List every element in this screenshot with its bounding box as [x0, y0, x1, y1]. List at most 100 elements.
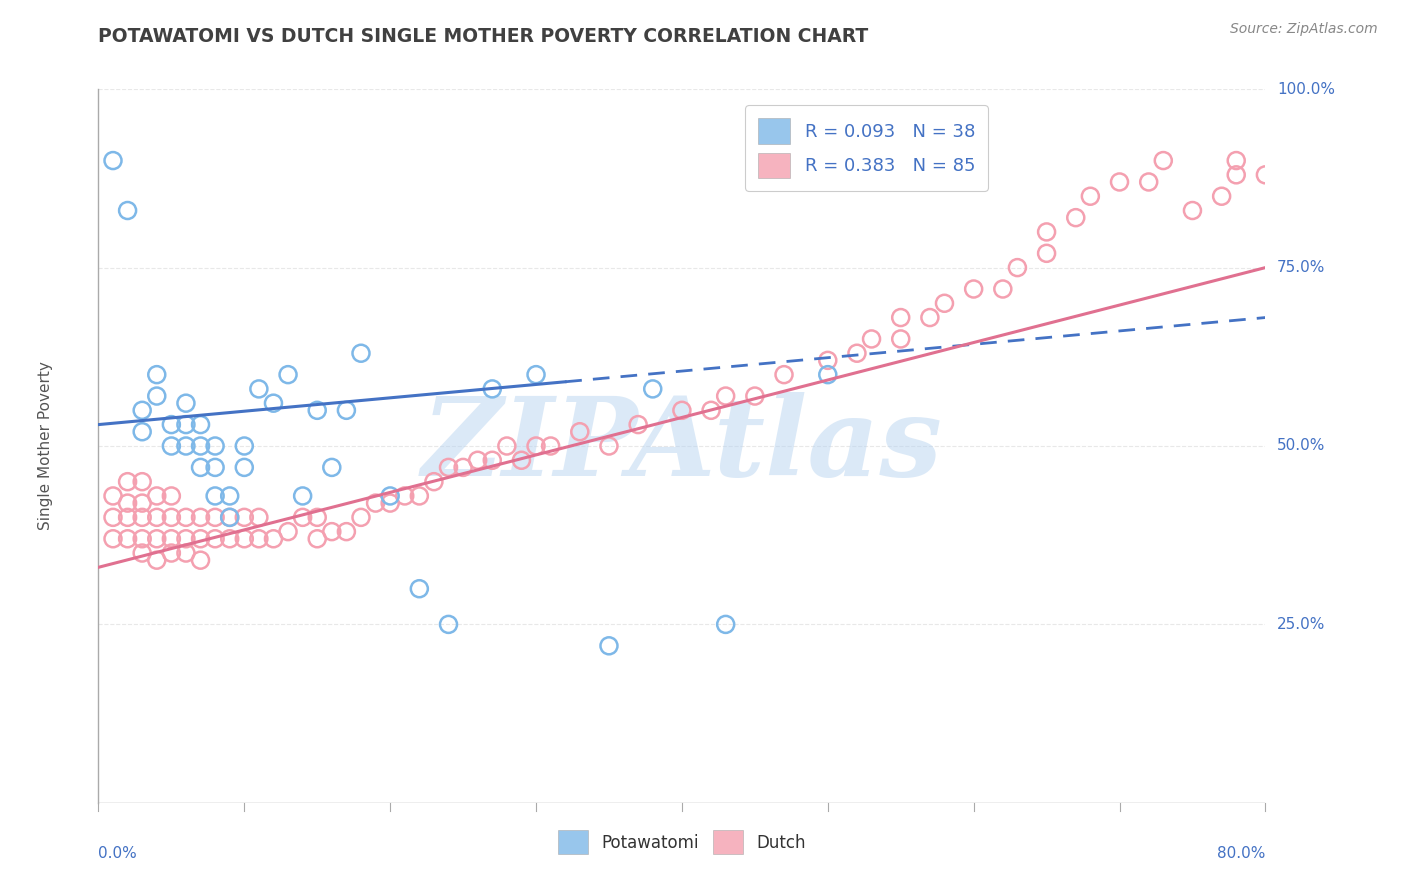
Point — [131, 510, 153, 524]
Text: Single Mother Poverty: Single Mother Poverty — [38, 361, 53, 531]
Point — [890, 332, 912, 346]
Point — [233, 460, 256, 475]
Point — [131, 532, 153, 546]
Point — [817, 353, 839, 368]
Point — [218, 510, 240, 524]
Text: 50.0%: 50.0% — [1277, 439, 1326, 453]
Point — [101, 153, 124, 168]
Text: 25.0%: 25.0% — [1277, 617, 1326, 632]
Point — [846, 346, 869, 360]
Point — [481, 453, 503, 467]
Point — [641, 382, 664, 396]
Point — [160, 439, 183, 453]
Point — [131, 496, 153, 510]
Point — [598, 439, 620, 453]
Point — [714, 389, 737, 403]
Point — [233, 510, 256, 524]
Point — [146, 389, 169, 403]
Point — [204, 439, 226, 453]
Point — [380, 496, 402, 510]
Point — [146, 489, 169, 503]
Point — [131, 403, 153, 417]
Point — [101, 489, 124, 503]
Point — [146, 510, 169, 524]
Point — [218, 532, 240, 546]
Text: POTAWATOMI VS DUTCH SINGLE MOTHER POVERTY CORRELATION CHART: POTAWATOMI VS DUTCH SINGLE MOTHER POVERT… — [98, 28, 869, 46]
Point — [277, 524, 299, 539]
Point — [218, 489, 240, 503]
Point — [160, 489, 183, 503]
Text: ZIPAtlas: ZIPAtlas — [422, 392, 942, 500]
Point — [117, 510, 139, 524]
Point — [481, 382, 503, 396]
Point — [394, 489, 416, 503]
Point — [190, 460, 212, 475]
Point — [1035, 246, 1057, 260]
Point — [380, 489, 402, 503]
Point — [1152, 153, 1174, 168]
Point — [437, 460, 460, 475]
Point — [204, 489, 226, 503]
Point — [773, 368, 796, 382]
Point — [321, 460, 343, 475]
Point — [174, 546, 197, 560]
Point — [335, 403, 357, 417]
Point — [204, 532, 226, 546]
Point — [364, 496, 387, 510]
Point — [160, 532, 183, 546]
Point — [1080, 189, 1102, 203]
Point — [190, 417, 212, 432]
Legend: Potawatomi, Dutch: Potawatomi, Dutch — [550, 822, 814, 863]
Point — [262, 396, 284, 410]
Point — [174, 417, 197, 432]
Point — [1064, 211, 1087, 225]
Point — [204, 460, 226, 475]
Point — [204, 510, 226, 524]
Point — [160, 510, 183, 524]
Point — [524, 439, 547, 453]
Point — [146, 532, 169, 546]
Point — [350, 346, 373, 360]
Point — [714, 617, 737, 632]
Point — [1181, 203, 1204, 218]
Point — [335, 524, 357, 539]
Point — [131, 546, 153, 560]
Point — [1007, 260, 1029, 275]
Point — [408, 582, 430, 596]
Point — [321, 524, 343, 539]
Point — [291, 489, 314, 503]
Point — [190, 510, 212, 524]
Point — [117, 475, 139, 489]
Point — [1137, 175, 1160, 189]
Point — [467, 453, 489, 467]
Text: 75.0%: 75.0% — [1277, 260, 1326, 275]
Point — [437, 617, 460, 632]
Point — [190, 439, 212, 453]
Point — [1035, 225, 1057, 239]
Point — [247, 532, 270, 546]
Point — [1225, 168, 1247, 182]
Point — [1254, 168, 1277, 182]
Point — [524, 368, 547, 382]
Point — [117, 203, 139, 218]
Point — [160, 546, 183, 560]
Point — [744, 389, 766, 403]
Point — [277, 368, 299, 382]
Point — [496, 439, 519, 453]
Point — [962, 282, 984, 296]
Point — [101, 532, 124, 546]
Text: 0.0%: 0.0% — [98, 846, 138, 861]
Text: Source: ZipAtlas.com: Source: ZipAtlas.com — [1230, 22, 1378, 37]
Point — [568, 425, 591, 439]
Point — [190, 553, 212, 567]
Point — [247, 382, 270, 396]
Point — [218, 510, 240, 524]
Point — [233, 439, 256, 453]
Point — [117, 496, 139, 510]
Point — [890, 310, 912, 325]
Point — [131, 425, 153, 439]
Point — [510, 453, 533, 467]
Point — [262, 532, 284, 546]
Point — [160, 417, 183, 432]
Point — [918, 310, 941, 325]
